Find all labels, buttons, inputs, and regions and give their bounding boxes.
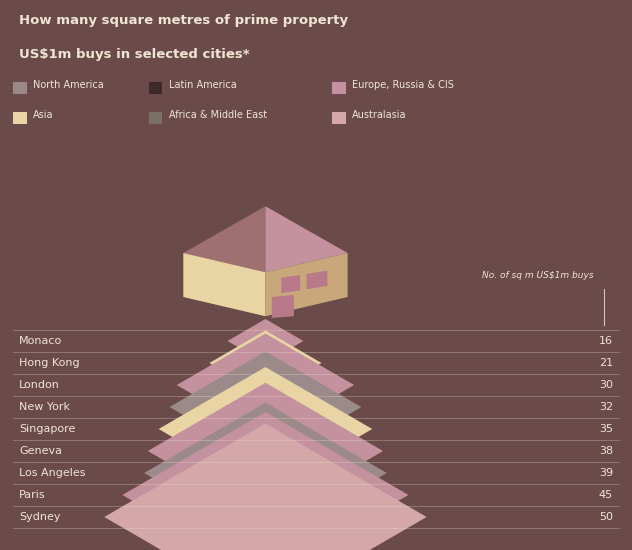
Polygon shape	[183, 206, 265, 272]
Text: Africa & Middle East: Africa & Middle East	[169, 111, 267, 120]
Text: Latin America: Latin America	[169, 80, 236, 90]
Text: Europe, Russia & CIS: Europe, Russia & CIS	[352, 80, 454, 90]
Polygon shape	[104, 424, 427, 550]
Text: 21: 21	[599, 358, 613, 368]
Text: 16: 16	[599, 336, 613, 346]
Polygon shape	[183, 253, 265, 316]
Polygon shape	[144, 403, 387, 543]
Text: 30: 30	[599, 380, 613, 390]
Polygon shape	[228, 319, 303, 363]
Text: Sydney: Sydney	[19, 512, 61, 522]
Bar	[149, 112, 162, 124]
Text: How many square metres of prime property: How many square metres of prime property	[19, 14, 348, 27]
Text: 32: 32	[599, 402, 613, 412]
Polygon shape	[209, 331, 322, 395]
Text: 35: 35	[599, 424, 613, 434]
Polygon shape	[169, 351, 362, 463]
Bar	[332, 82, 346, 94]
Text: North America: North America	[33, 80, 104, 90]
Text: 38: 38	[599, 446, 613, 456]
Bar	[13, 112, 27, 124]
Polygon shape	[159, 367, 372, 491]
Text: 39: 39	[599, 468, 613, 478]
Text: London: London	[19, 380, 60, 390]
Text: Asia: Asia	[33, 111, 53, 120]
Text: Paris: Paris	[19, 490, 46, 500]
Text: Australasia: Australasia	[352, 111, 406, 120]
Text: Singapore: Singapore	[19, 424, 75, 434]
Text: Geneva: Geneva	[19, 446, 62, 456]
Polygon shape	[265, 206, 348, 272]
Text: US$1m buys in selected cities*: US$1m buys in selected cities*	[19, 48, 250, 61]
Polygon shape	[123, 412, 408, 550]
Text: Monaco: Monaco	[19, 336, 62, 346]
Polygon shape	[307, 271, 327, 289]
Text: 45: 45	[599, 490, 613, 500]
Polygon shape	[281, 275, 300, 293]
Bar	[149, 82, 162, 94]
Bar	[332, 112, 346, 124]
Text: No. of sq m US$1m buys: No. of sq m US$1m buys	[482, 271, 594, 279]
Text: 50: 50	[599, 512, 613, 522]
Polygon shape	[148, 383, 383, 519]
Polygon shape	[265, 253, 348, 316]
Polygon shape	[177, 333, 354, 437]
Text: Hong Kong: Hong Kong	[19, 358, 80, 368]
Text: Los Angeles: Los Angeles	[19, 468, 85, 478]
Text: New York: New York	[19, 402, 70, 412]
Polygon shape	[272, 295, 294, 318]
Bar	[13, 82, 27, 94]
